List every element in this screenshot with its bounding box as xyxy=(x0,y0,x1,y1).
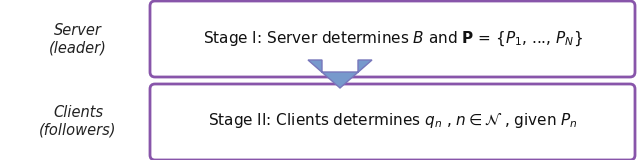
FancyBboxPatch shape xyxy=(150,1,635,77)
FancyBboxPatch shape xyxy=(150,84,635,160)
Text: Stage II: Clients determines $q_n$ , $n \in \mathcal{N}$ , given $P_n$: Stage II: Clients determines $q_n$ , $n … xyxy=(208,112,578,131)
Text: Stage I: Server determines $B$ and $\mathbf{P}$ = {$P_1$, ..., $P_N$}: Stage I: Server determines $B$ and $\mat… xyxy=(203,30,583,48)
Polygon shape xyxy=(308,60,372,88)
Text: Clients
(followers): Clients (followers) xyxy=(39,105,116,137)
Text: Server
(leader): Server (leader) xyxy=(49,23,107,55)
